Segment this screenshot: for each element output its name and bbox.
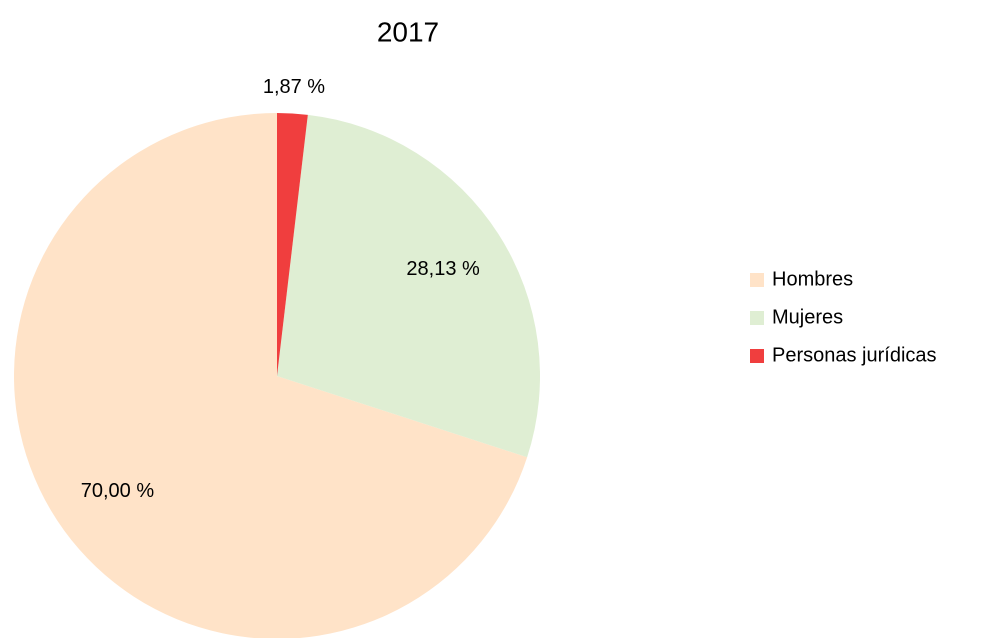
legend-label: Personas jurídicas xyxy=(772,344,937,366)
data-label: 70,00 % xyxy=(81,480,155,502)
legend-swatch xyxy=(750,311,764,325)
pie-slice xyxy=(277,114,540,458)
chart-title: 2017 xyxy=(377,16,439,47)
legend-swatch xyxy=(750,349,764,363)
pie-slice xyxy=(277,113,308,376)
data-label: 1,87 % xyxy=(263,76,325,98)
data-label: 28,13 % xyxy=(406,258,480,280)
legend-label: Hombres xyxy=(772,268,853,290)
pie-slice xyxy=(14,113,528,638)
legend-swatch xyxy=(750,273,764,287)
legend-label: Mujeres xyxy=(772,306,843,328)
